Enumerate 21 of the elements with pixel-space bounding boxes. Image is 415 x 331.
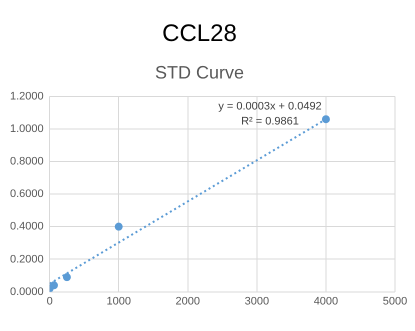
point [50,281,58,290]
point [62,273,71,282]
x-tick-label: 1000 [106,295,131,308]
chart-subtitle: STD Curve [154,62,244,83]
x-tick-label: 2000 [176,295,200,308]
point [114,222,123,231]
chart-title: CCL28 [162,20,237,48]
x-tick-label: 5000 [382,295,408,308]
y-tick-label: 0.2000 [10,253,44,266]
y-tick-label: 0.0000 [10,286,44,298]
y-tick-label: 0.6000 [10,188,44,200]
y-tick-label: 0.4000 [10,220,44,233]
x-tick-label: 4000 [314,295,338,308]
annotation: y = 0.0003x + 0.0492 [218,100,322,112]
annotation: R² = 0.9861 [241,115,299,128]
x-tick-label: 3000 [244,295,270,308]
y-tick-label: 1.0000 [10,123,44,135]
point [322,115,330,124]
x-tick-label: 0 [46,295,53,308]
y-tick-label: 0.8000 [10,156,44,168]
y-tick-label: 1.2000 [10,90,44,102]
